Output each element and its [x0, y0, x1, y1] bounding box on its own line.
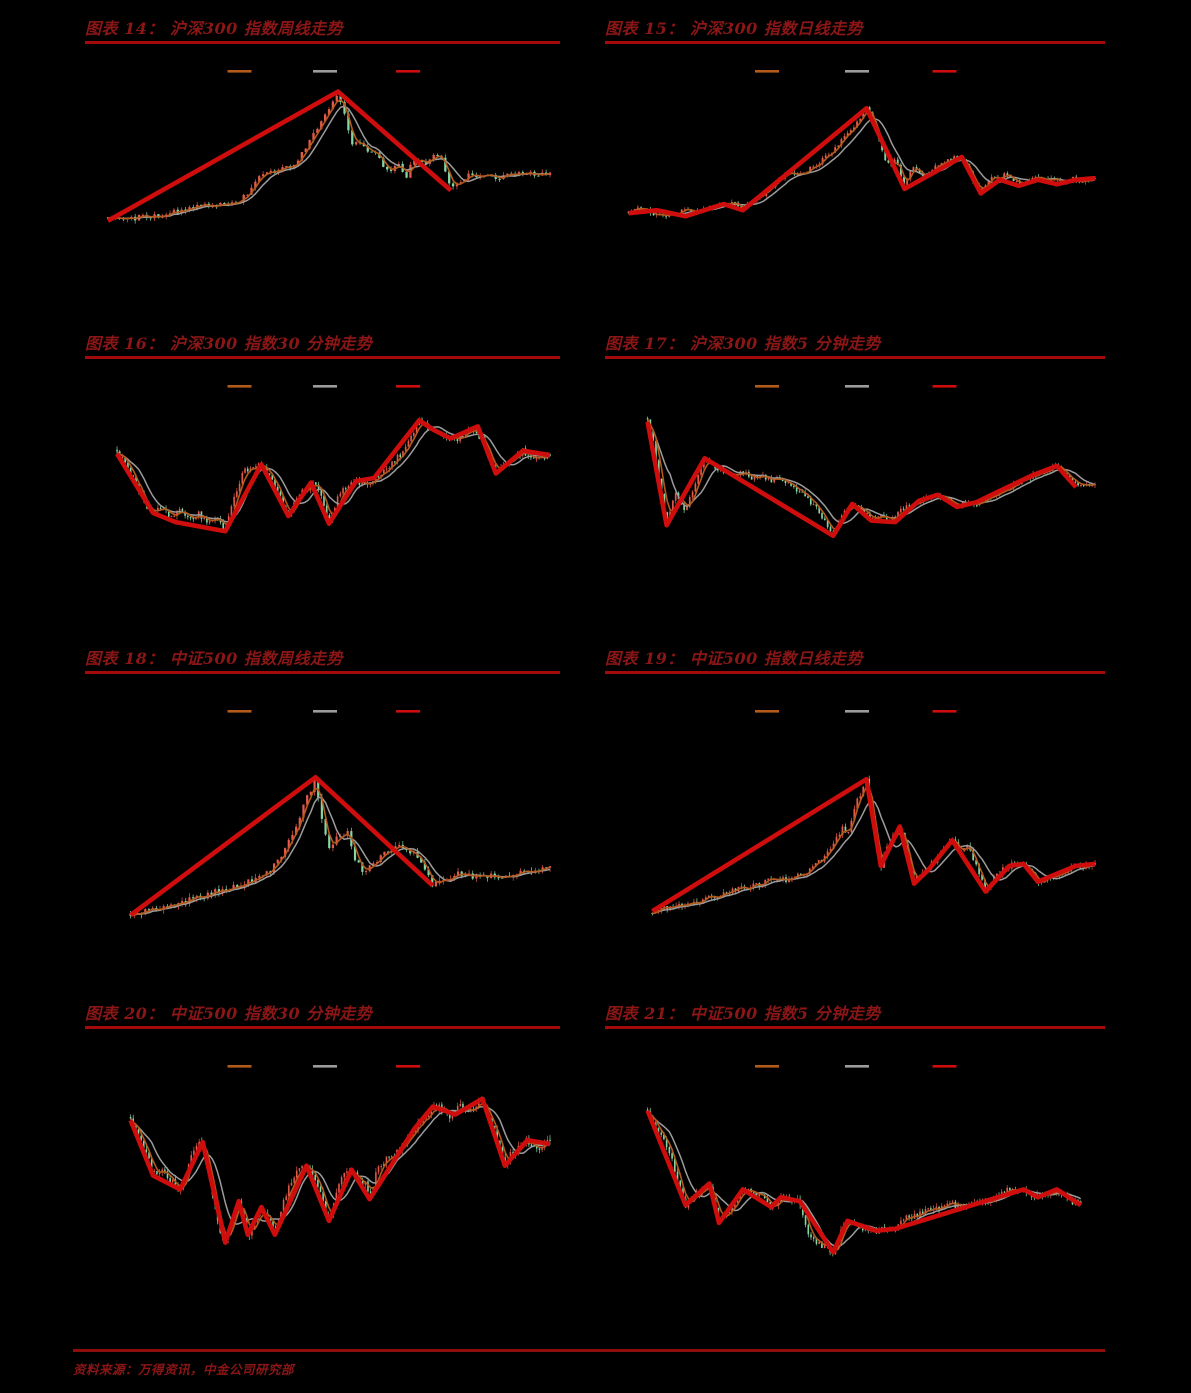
figure-14: 图表 14： 沪深300 指数周线走势 — [85, 18, 560, 296]
legend-swatch-2 — [396, 1065, 421, 1068]
legend-swatch-0 — [755, 1065, 779, 1068]
figure-14-title: 图表 14： 沪深300 指数周线走势 — [85, 19, 343, 38]
ma-slow-line — [107, 105, 551, 220]
legend-swatch-2 — [932, 1065, 957, 1068]
candlestick-chart-16 — [115, 385, 551, 534]
legend-swatch-2 — [932, 70, 957, 73]
legend — [755, 710, 957, 713]
figure-16: 图表 16： 沪深300 指数30 分钟走势 — [85, 333, 560, 611]
ma-fast-line — [107, 98, 551, 220]
figure-17-title: 图表 17： 沪深300 指数5 分钟走势 — [605, 334, 881, 353]
legend — [227, 385, 421, 388]
figure-21-title: 图表 21： 中证500 指数5 分钟走势 — [605, 1004, 881, 1023]
legend-swatch-2 — [396, 70, 421, 73]
figure-16-title: 图表 16： 沪深300 指数30 分钟走势 — [85, 334, 373, 353]
figure-15-title-rule — [605, 41, 1105, 44]
figure-20-title-rule — [85, 1026, 560, 1029]
legend-swatch-0 — [755, 385, 779, 388]
legend-swatch-0 — [227, 70, 252, 73]
legend — [227, 1065, 421, 1068]
figure-18-title: 图表 18： 中证500 指数周线走势 — [85, 649, 343, 668]
trend-line — [115, 417, 551, 534]
legend-swatch-1 — [313, 70, 337, 73]
legend-swatch-0 — [227, 385, 252, 388]
figure-19-title-rule — [605, 671, 1105, 674]
legend-swatch-2 — [932, 385, 957, 388]
ma-fast-line — [129, 1102, 551, 1238]
legend-swatch-1 — [845, 385, 869, 388]
trend-line — [645, 1109, 1082, 1255]
ma-fast-line — [652, 786, 1096, 915]
trend-line — [651, 776, 1096, 914]
ma-slow-line — [628, 118, 1096, 216]
page-footer: 资料来源：万得资讯，中金公司研究部 — [73, 1349, 1105, 1378]
figure-14-title-rule — [85, 41, 560, 44]
ma-fast-line — [130, 787, 551, 917]
legend-swatch-1 — [313, 1065, 337, 1068]
figure-19-title: 图表 19： 中证500 指数日线走势 — [605, 649, 863, 668]
trend-line — [128, 1096, 551, 1245]
legend-swatch-2 — [932, 710, 957, 713]
ma-fast-line — [647, 1110, 1081, 1252]
legend-swatch-0 — [227, 1065, 252, 1068]
figure-15-title: 图表 15： 沪深300 指数日线走势 — [605, 19, 863, 38]
candlestick-chart-19 — [651, 710, 1096, 916]
figure-20: 图表 20： 中证500 指数30 分钟走势 — [85, 1003, 560, 1326]
trend-line — [129, 775, 435, 917]
candlestick-chart-15 — [627, 70, 1096, 220]
legend-swatch-2 — [396, 385, 421, 388]
figure-21-title-rule — [605, 1026, 1105, 1029]
candlestick-chart-17 — [645, 385, 1096, 539]
source-attribution: 资料来源：万得资讯，中金公司研究部 — [73, 1361, 295, 1377]
candles — [651, 775, 1096, 916]
figure-21: 图表 21： 中证500 指数5 分钟走势 — [605, 1003, 1105, 1326]
candlestick-chart-21 — [645, 1065, 1082, 1257]
figure-20-title: 图表 20： 中证500 指数30 分钟走势 — [85, 1004, 373, 1023]
ma-slow-line — [652, 799, 1096, 915]
ma-fast-line — [628, 110, 1096, 217]
legend-swatch-0 — [227, 710, 252, 713]
legend-swatch-0 — [755, 710, 779, 713]
figure-15: 图表 15： 沪深300 指数日线走势 — [605, 18, 1105, 296]
candlestick-chart-18 — [129, 710, 552, 919]
figure-16-title-rule — [85, 356, 560, 359]
ma-fast-line — [646, 419, 1096, 531]
candlestick-chart-20 — [128, 1065, 551, 1245]
candles — [627, 105, 1096, 220]
legend-swatch-1 — [313, 710, 337, 713]
candles — [106, 93, 552, 224]
ma-slow-line — [646, 419, 1096, 524]
legend — [755, 385, 957, 388]
legend-swatch-1 — [845, 1065, 869, 1068]
trend-line — [628, 105, 1096, 219]
legend-swatch-1 — [845, 710, 869, 713]
figure-17: 图表 17： 沪深300 指数5 分钟走势 — [605, 333, 1105, 611]
legend-swatch-2 — [396, 710, 421, 713]
legend-swatch-0 — [755, 70, 779, 73]
legend-swatch-1 — [845, 70, 869, 73]
figure-17-title-rule — [605, 356, 1105, 359]
legend-swatch-1 — [313, 385, 337, 388]
candlestick-chart-14 — [106, 70, 552, 224]
trend-line — [106, 89, 453, 223]
figure-19: 图表 19： 中证500 指数日线走势 — [605, 648, 1105, 971]
legend — [227, 70, 421, 73]
figure-18-title-rule — [85, 671, 560, 674]
footer-rule — [73, 1349, 1105, 1352]
trend-line — [645, 421, 1078, 539]
legend — [755, 1065, 957, 1068]
candles — [646, 1107, 1082, 1257]
legend — [755, 70, 957, 73]
figure-18: 图表 18： 中证500 指数周线走势 — [85, 648, 560, 971]
legend — [227, 710, 421, 713]
